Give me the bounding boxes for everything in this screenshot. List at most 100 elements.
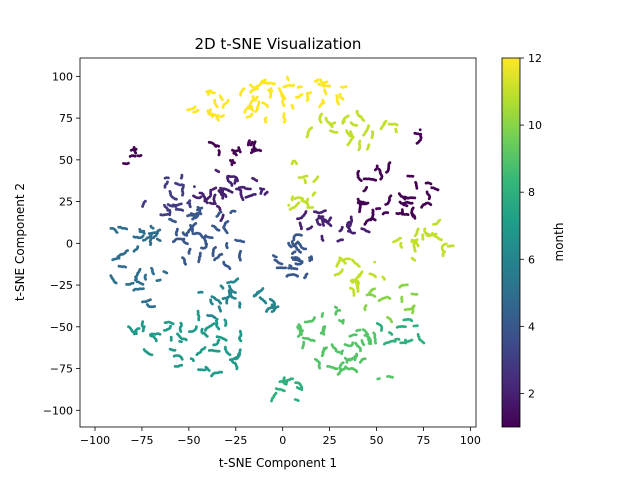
scatter-point (294, 262, 298, 265)
scatter-point (212, 343, 216, 347)
y-tick-label: −100 (43, 404, 73, 417)
scatter-point (326, 365, 329, 368)
x-axis-label: t-SNE Component 1 (219, 456, 337, 470)
scatter-point (363, 222, 367, 226)
scatter-point (313, 191, 317, 195)
scatter-point (415, 324, 419, 328)
scatter-point (313, 316, 316, 319)
scatter-point (188, 199, 192, 203)
scatter-point (192, 194, 195, 198)
scatter-point (310, 225, 314, 229)
scatter-point (318, 366, 322, 370)
scatter-point (259, 187, 262, 190)
y-tick-label: 75 (59, 112, 73, 125)
scatter-point (239, 189, 243, 193)
scatter-point (197, 368, 200, 371)
scatter-point (217, 153, 221, 157)
scatter-point (320, 112, 324, 116)
scatter-point (138, 228, 142, 231)
scatter-point (375, 322, 379, 325)
scatter-point (241, 198, 245, 202)
scatter-point (219, 309, 223, 313)
scatter-point (341, 349, 344, 353)
scatter-point (316, 78, 320, 81)
scatter-point (295, 162, 298, 166)
scatter-point (188, 330, 191, 333)
scatter-point (320, 315, 324, 318)
scatter-point (219, 219, 223, 223)
scatter-point (309, 91, 312, 94)
scatter-point (211, 254, 215, 258)
scatter-point (287, 266, 290, 270)
scatter-point (239, 258, 242, 262)
scatter-point (253, 140, 257, 144)
scatter-point (138, 267, 142, 271)
scatter-point (127, 325, 130, 329)
scatter-point (300, 233, 303, 237)
scatter-point (158, 228, 162, 232)
scatter-point (341, 238, 344, 242)
scatter-point (410, 256, 414, 260)
scatter-point (367, 124, 370, 128)
scatter-point (180, 340, 183, 343)
scatter-point (354, 341, 358, 345)
scatter-point (153, 305, 157, 308)
scatter-point (355, 329, 359, 333)
scatter-point (249, 83, 252, 87)
scatter-point (291, 106, 295, 110)
scatter-point (179, 202, 183, 206)
scatter-point (163, 176, 167, 180)
scatter-point (191, 217, 195, 221)
scatter-point (251, 108, 255, 112)
scatter-point (390, 320, 394, 324)
scatter-point (322, 346, 326, 350)
scatter-point (215, 204, 219, 208)
scatter-point (386, 211, 389, 215)
scatter-point (401, 212, 404, 216)
scatter-point (300, 330, 304, 333)
scatter-point (228, 267, 232, 270)
scatter-point (264, 78, 267, 82)
scatter-point (143, 232, 146, 235)
scatter-point (150, 353, 154, 357)
x-tick-label: 0 (279, 434, 286, 447)
scatter-point (374, 341, 377, 345)
scatter-point (298, 221, 302, 225)
scatter-point (344, 365, 347, 369)
scatter-point (242, 240, 246, 244)
scatter-point (379, 127, 383, 131)
scatter-point (207, 140, 211, 144)
scatter-point (215, 317, 219, 321)
scatter-point (295, 247, 299, 251)
scatter-point (294, 381, 297, 384)
scatter-point (343, 356, 347, 360)
scatter-point (365, 201, 368, 205)
scatter-point (169, 335, 173, 339)
scatter-point (318, 105, 321, 109)
scatter-point (220, 370, 224, 374)
scatter-point (141, 324, 144, 328)
colorbar-tick-label: 12 (528, 52, 542, 65)
scatter-point (249, 90, 253, 94)
scatter-point (268, 297, 272, 301)
x-tick-label: −100 (80, 434, 110, 447)
scatter-point (340, 225, 344, 229)
scatter-point (173, 365, 177, 368)
scatter-point (388, 161, 392, 165)
scatter-point (184, 338, 188, 342)
scatter-point (348, 358, 352, 362)
chart-title: 2D t-SNE Visualization (195, 35, 362, 53)
scatter-point (300, 85, 303, 89)
plot-area-frame (79, 57, 477, 428)
scatter-point (269, 87, 273, 90)
x-tick-label: −75 (130, 434, 153, 447)
scatter-point (367, 230, 371, 234)
scatter-point (209, 298, 213, 302)
scatter-point (254, 110, 257, 113)
scatter-point (273, 258, 277, 262)
scatter-point (377, 299, 381, 302)
scatter-point (370, 136, 374, 140)
scatter-point (206, 109, 210, 113)
scatter-point (132, 146, 136, 149)
scatter-point (355, 109, 359, 113)
